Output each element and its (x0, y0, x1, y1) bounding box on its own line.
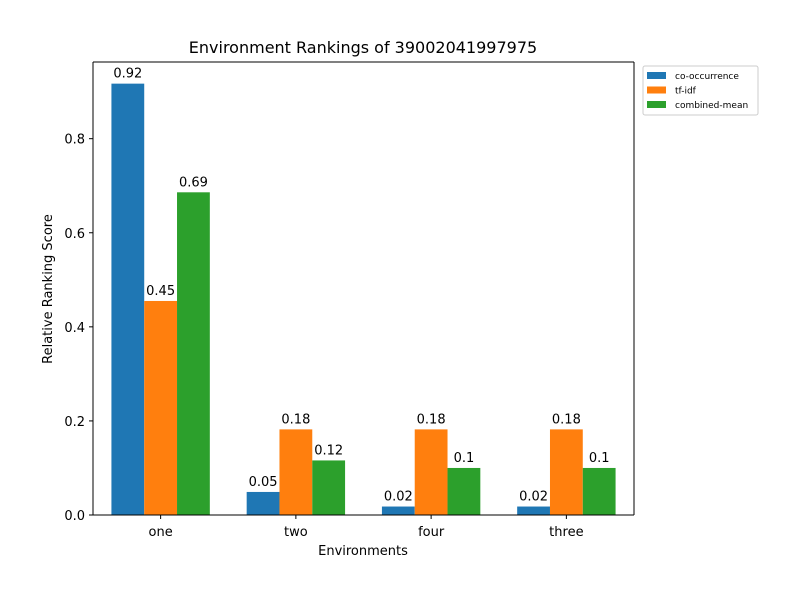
data-labels-layer: 0.92 0.45 0.69 0.05 0.18 0.12 0.02 0.18 0.1 0.02 0… (113, 67, 609, 505)
data-label-combined-mean-three: 0.1 (589, 451, 610, 466)
bar-tf-idf-one (144, 300, 178, 515)
x-tick-label-four: four (418, 525, 445, 540)
bar-combined-mean-one (177, 192, 210, 515)
data-label-co-occurrence-four: 0.02 (384, 490, 413, 505)
y-tick-label: 0.0 (64, 509, 85, 524)
legend-swatch-tf-idf (647, 86, 666, 94)
bar-combined-mean-three (582, 467, 616, 515)
bar-co-occurrence-two (246, 491, 280, 515)
y-axis-title: Relative Ranking Score (41, 214, 56, 364)
bar-co-occurrence-three (517, 506, 550, 515)
bar-tf-idf-two (279, 429, 313, 515)
axes-layer: 0.0 0.2 0.4 0.6 0.8 one two four three (64, 61, 635, 540)
data-label-combined-mean-two: 0.12 (314, 443, 343, 458)
bar-co-occurrence-one (111, 83, 145, 516)
data-label-tf-idf-two: 0.18 (281, 412, 310, 427)
bar-tf-idf-four (414, 429, 448, 515)
bar-combined-mean-four (447, 467, 481, 515)
data-label-combined-mean-one: 0.69 (179, 175, 208, 190)
y-tick-label: 0.2 (64, 415, 85, 430)
x-tick-label-one: one (149, 525, 173, 540)
legend: co-occurrence tf-idf combined-mean (642, 65, 759, 116)
y-tick-label: 0.8 (64, 133, 85, 148)
x-tick-label-two: two (284, 525, 308, 540)
legend-label-tf-idf: tf-idf (675, 87, 697, 97)
y-tick-label: 0.6 (64, 227, 85, 242)
legend-swatch-co-occurrence (647, 72, 666, 79)
data-label-co-occurrence-one: 0.92 (113, 67, 142, 82)
data-label-tf-idf-four: 0.18 (417, 412, 446, 427)
bars-layer (111, 83, 616, 516)
data-label-co-occurrence-two: 0.05 (249, 475, 278, 490)
legend-frame (642, 65, 759, 116)
data-label-tf-idf-three: 0.18 (552, 412, 581, 427)
legend-swatch-combined-mean (647, 101, 666, 108)
bar-combined-mean-two (312, 460, 346, 515)
data-label-tf-idf-one: 0.45 (146, 284, 175, 299)
x-axis-title: Environments (318, 544, 408, 559)
bar-co-occurrence-four (381, 506, 415, 515)
chart-title: Environment Rankings of 39002041997975 (189, 38, 537, 57)
legend-label-combined-mean: combined-mean (675, 101, 748, 111)
legend-label-co-occurrence: co-occurrence (675, 72, 739, 82)
data-label-co-occurrence-three: 0.02 (519, 490, 548, 505)
y-tick-label: 0.4 (64, 321, 85, 336)
bar-tf-idf-three (549, 429, 583, 515)
x-tick-label-three: three (549, 525, 583, 540)
data-label-combined-mean-four: 0.1 (454, 451, 475, 466)
